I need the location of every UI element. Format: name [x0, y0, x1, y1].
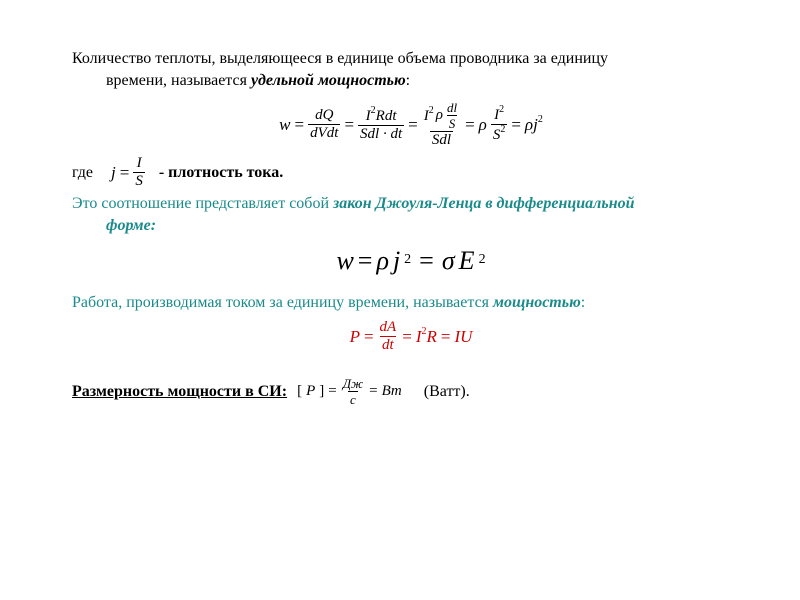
label-current-density: - плотность тока. [159, 164, 283, 182]
sym-rhoj2: ρj2 [525, 115, 543, 135]
frac-I-S: I S [133, 156, 145, 189]
text-line-1: Количество теплоты, выделяющееся в едини… [72, 50, 608, 67]
label-watt: (Ватт). [424, 383, 470, 401]
big-eq1: = [358, 246, 373, 276]
sym-I2R: I2R [416, 327, 437, 347]
term-power-density: удельной мощностью [251, 72, 406, 89]
label-where: где [72, 164, 93, 182]
sym-IU: IU [454, 327, 472, 347]
colon-1: : [406, 72, 410, 89]
definition-paragraph: Количество теплоты, выделяющееся в едини… [72, 48, 750, 91]
unit-watt: Вт [382, 383, 402, 400]
power-text: Работа, производимая током за единицу вр… [72, 294, 493, 311]
den-dt: dt [380, 336, 396, 353]
term-power: мощностью [493, 294, 581, 311]
frac-I2Rdt: I2Rdt Sdl · dt [358, 107, 404, 142]
num-I-j: I [135, 156, 144, 172]
op-eq-P3: = [441, 327, 451, 347]
op-eq-j: = [120, 163, 130, 183]
big-s2: 2 [479, 252, 486, 268]
den-Sdldt: Sdl · dt [358, 125, 404, 142]
sym-P: P [350, 327, 360, 347]
big-j: j [393, 246, 400, 276]
dimension-row: Размерность мощности в СИ: [P] = Дж с = … [72, 377, 750, 406]
num-I2: I2 [424, 107, 434, 124]
equation-power: P = dA dt = I2R = IU [72, 320, 750, 353]
dim-P: P [306, 383, 315, 400]
op-eq-5: = [511, 115, 521, 135]
den-Sdl: Sdl [430, 131, 453, 148]
inner-frac-dl-S: dl S [445, 101, 459, 130]
num-Rdt: Rdt [376, 108, 397, 124]
den-s: с [348, 391, 358, 406]
inner-den-S: S [447, 115, 458, 130]
op-eq-P1: = [364, 327, 374, 347]
op-eq-4: = [465, 115, 475, 135]
big-rho: ρ [376, 246, 388, 276]
op-eq-3: = [408, 115, 418, 135]
den-dVdt: dVdt [308, 124, 340, 141]
op-eq-2: = [344, 115, 354, 135]
bracket-l: [ [297, 383, 302, 400]
teal-text-a: Это соотношение представляет собой [72, 195, 333, 212]
equation-derivation: w = dQ dVdt = I2Rdt Sdl · dt = I2 ρ dl [72, 101, 750, 148]
frac-I2-S2: I2 S2 [491, 106, 508, 143]
frac-J-s: Дж с [341, 377, 365, 406]
teal-colon: : [151, 217, 156, 234]
page-root: Количество теплоты, выделяющееся в едини… [0, 0, 800, 600]
num-dA: dA [378, 320, 399, 336]
big-sigma: σ [442, 246, 455, 276]
joule-lenz-statement: Это соотношение представляет собой закон… [72, 193, 750, 236]
sup-2b: 2 [499, 104, 504, 115]
num-J: Дж [341, 377, 365, 391]
label-dimension: Размерность мощности в СИ: [72, 383, 287, 401]
colon-2: : [581, 294, 585, 311]
op-eq-dim1: = [328, 383, 336, 400]
teal-term-1: закон Джоуля-Ленца в дифференциальной [333, 195, 634, 212]
frac-dA-dt: dA dt [378, 320, 399, 353]
sym-w: w [279, 115, 290, 135]
num-rho: ρ [436, 108, 443, 123]
sym-rho: ρ [479, 115, 487, 135]
sym-j: j [111, 163, 116, 183]
teal-term-2: форме [106, 217, 151, 234]
big-w: w [336, 246, 353, 276]
big-E: E [459, 246, 475, 276]
inner-num-dl: dl [445, 101, 459, 115]
den-S-j: S [133, 172, 145, 189]
frac-nested: I2 ρ dl S Sdl [422, 101, 461, 148]
num-dQ: dQ [313, 108, 335, 124]
sup-2c: 2 [500, 124, 505, 135]
op-eq-dim2: = [369, 383, 377, 400]
num-I: I [366, 108, 371, 124]
op-eq-P2: = [402, 327, 412, 347]
big-s1: 2 [404, 252, 411, 268]
equation-joule-lenz-diff: w = ρj2 = σE2 [72, 246, 750, 276]
where-row: где j = I S - плотность тока. [72, 156, 750, 189]
text-line-2a: времени, называется [106, 72, 251, 89]
big-eq2: = [419, 246, 434, 276]
op-eq-1: = [295, 115, 305, 135]
sup-2a: 2 [371, 105, 376, 116]
power-definition: Работа, производимая током за единицу вр… [72, 294, 750, 312]
frac-dQ-dVdt: dQ dVdt [308, 108, 340, 141]
bracket-r: ] [319, 383, 324, 400]
